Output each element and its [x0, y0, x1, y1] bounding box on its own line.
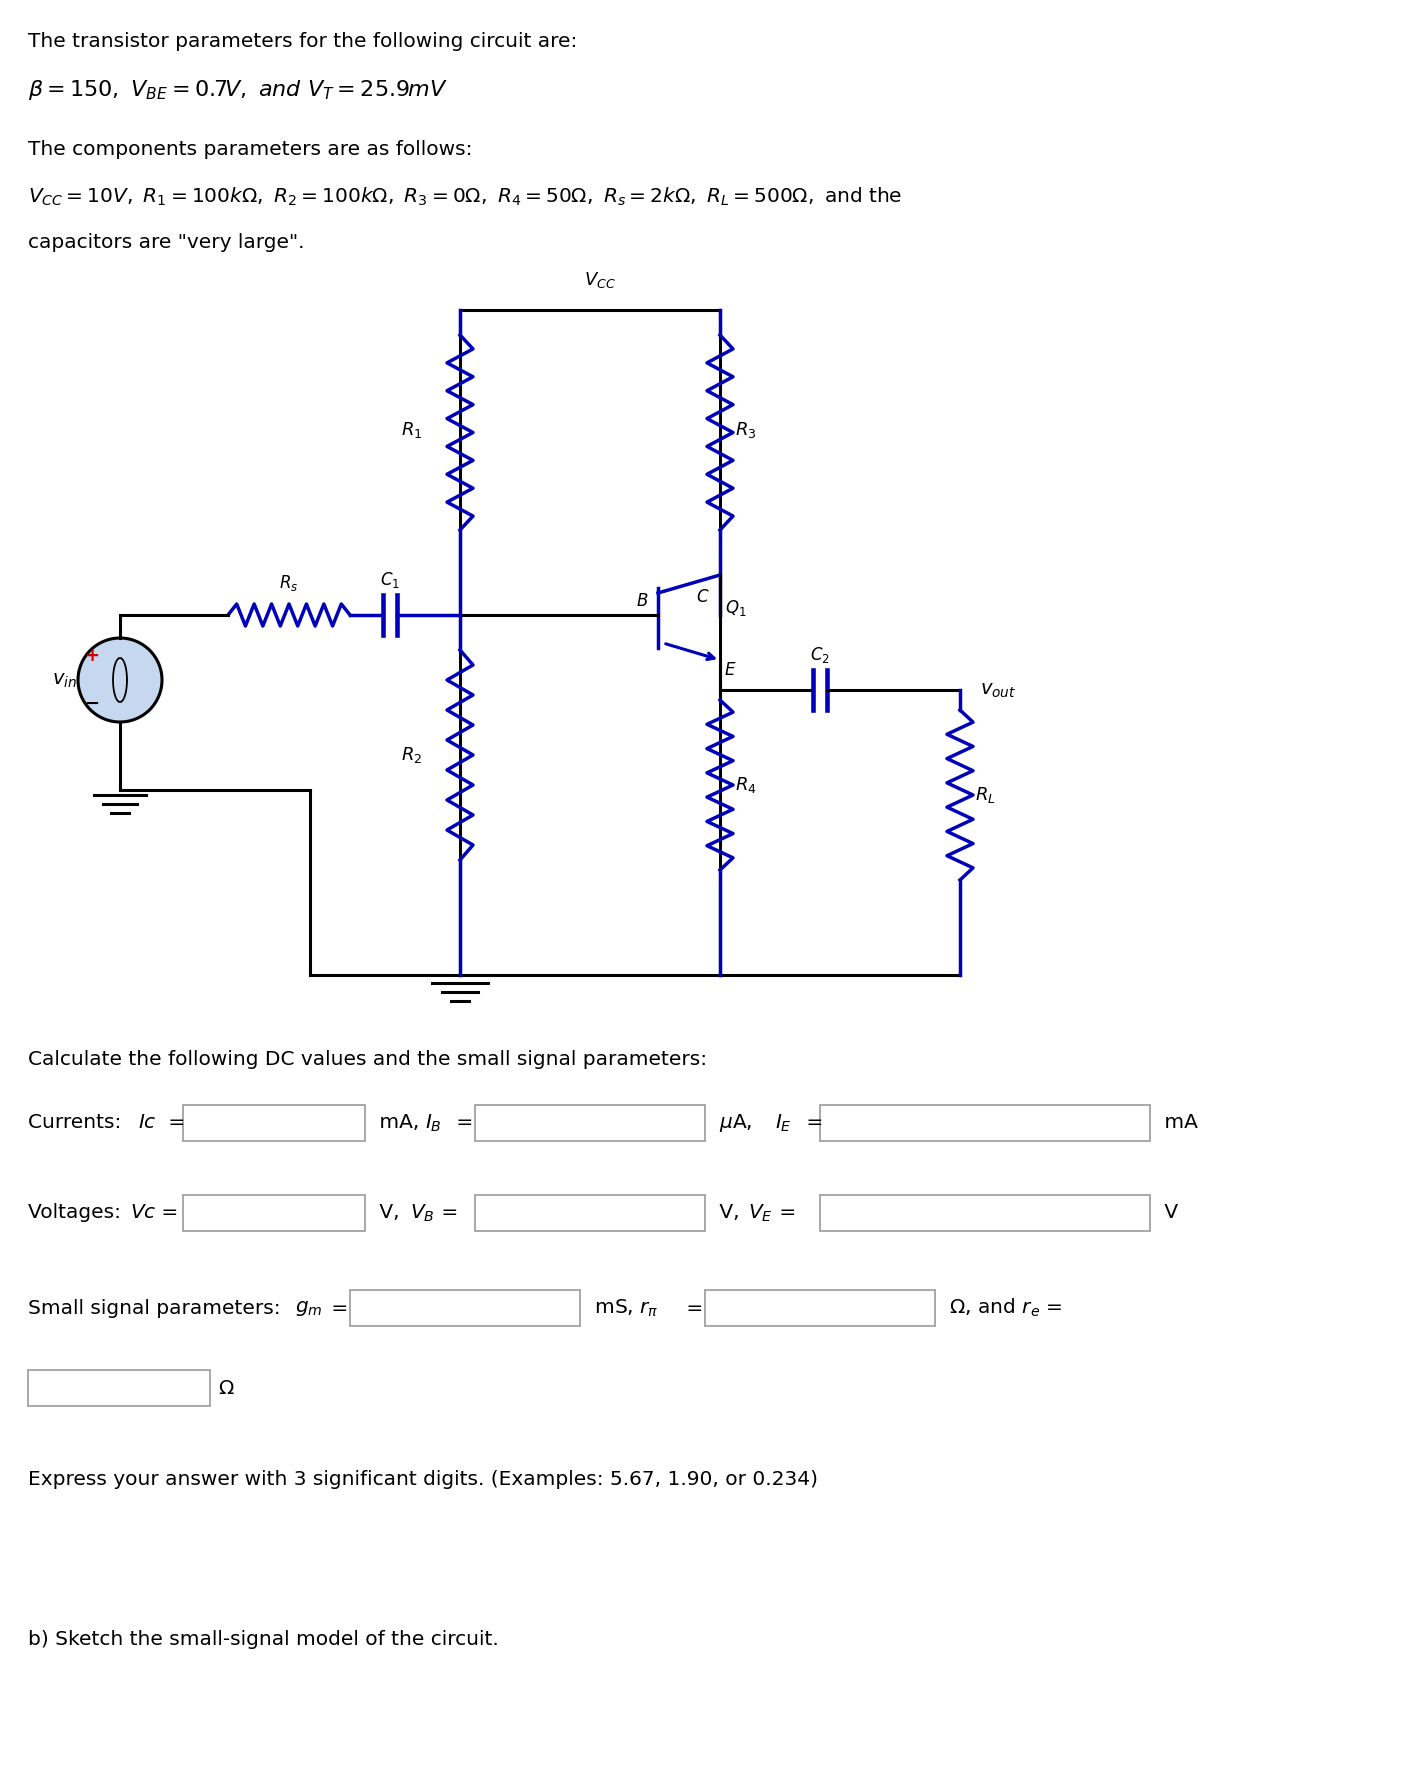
- Text: $R_L$: $R_L$: [976, 786, 995, 805]
- Text: $Vc$: $Vc$: [131, 1204, 156, 1223]
- FancyBboxPatch shape: [183, 1104, 365, 1141]
- Text: =: =: [450, 1113, 473, 1133]
- Text: $I_B$: $I_B$: [425, 1113, 442, 1134]
- Text: $R_1$: $R_1$: [400, 420, 422, 439]
- Text: mA: mA: [1157, 1113, 1198, 1133]
- FancyBboxPatch shape: [819, 1195, 1150, 1230]
- FancyBboxPatch shape: [819, 1104, 1150, 1141]
- Text: $V_B$: $V_B$: [410, 1202, 435, 1223]
- FancyBboxPatch shape: [476, 1195, 704, 1230]
- Text: $\Omega$, and $r_e$ =: $\Omega$, and $r_e$ =: [943, 1296, 1062, 1319]
- Text: $R_2$: $R_2$: [400, 745, 422, 765]
- Text: $V_{CC}$$= 10V,\ $$R_1 = 100k\Omega,\ $$R_2 = 100k\Omega,\ $$R_3 = 0\Omega,\ $$R: $V_{CC}$$= 10V,\ $$R_1 = 100k\Omega,\ $$…: [28, 187, 902, 208]
- Text: +: +: [85, 647, 99, 665]
- Text: =: =: [680, 1298, 703, 1317]
- Text: $V_E$: $V_E$: [748, 1202, 772, 1223]
- Text: V,: V,: [713, 1204, 746, 1223]
- Text: $Ic$: $Ic$: [138, 1113, 156, 1133]
- Text: =: =: [435, 1204, 459, 1223]
- Text: $v_{out}$: $v_{out}$: [980, 681, 1017, 699]
- FancyBboxPatch shape: [28, 1371, 210, 1406]
- Text: mS, $r_\pi$: mS, $r_\pi$: [588, 1298, 659, 1319]
- Text: −: −: [84, 695, 99, 713]
- FancyBboxPatch shape: [704, 1291, 934, 1326]
- Text: capacitors are "very large".: capacitors are "very large".: [28, 233, 304, 252]
- Text: C: C: [696, 589, 709, 606]
- Circle shape: [78, 638, 162, 722]
- Text: $g_m$: $g_m$: [295, 1298, 322, 1317]
- Text: Express your answer with 3 significant digits. (Examples: 5.67, 1.90, or 0.234): Express your answer with 3 significant d…: [28, 1470, 818, 1488]
- Text: $R_3$: $R_3$: [736, 420, 757, 439]
- Text: $Q_1$: $Q_1$: [726, 597, 747, 619]
- Text: $R_s$: $R_s$: [280, 573, 298, 594]
- Text: $V_{CC}$: $V_{CC}$: [584, 270, 616, 290]
- FancyBboxPatch shape: [183, 1195, 365, 1230]
- Text: Currents:: Currents:: [28, 1113, 128, 1133]
- Text: =: =: [772, 1204, 797, 1223]
- Text: The components parameters are as follows:: The components parameters are as follows…: [28, 140, 473, 158]
- Text: Small signal parameters:: Small signal parameters:: [28, 1298, 287, 1317]
- Text: V,: V,: [373, 1204, 406, 1223]
- Text: =: =: [325, 1298, 348, 1317]
- Text: =: =: [162, 1113, 185, 1133]
- Text: $C_1$: $C_1$: [381, 571, 400, 590]
- Text: Voltages:: Voltages:: [28, 1204, 128, 1223]
- Text: The transistor parameters for the following circuit are:: The transistor parameters for the follow…: [28, 32, 578, 52]
- Text: $\Omega$: $\Omega$: [219, 1378, 234, 1398]
- Text: mA,: mA,: [373, 1113, 426, 1133]
- FancyBboxPatch shape: [476, 1104, 704, 1141]
- Text: $R_4$: $R_4$: [736, 775, 757, 795]
- Text: $\mu$A,: $\mu$A,: [713, 1111, 754, 1134]
- Text: $v_{in}$: $v_{in}$: [53, 670, 78, 690]
- Text: =: =: [799, 1113, 824, 1133]
- Text: =: =: [155, 1204, 179, 1223]
- Text: $\beta = 150,\ V_{BE} = 0.7V,\ \mathit{and}\ V_T = 25.9mV$: $\beta = 150,\ V_{BE} = 0.7V,\ \mathit{a…: [28, 78, 447, 101]
- Text: b) Sketch the small-signal model of the circuit.: b) Sketch the small-signal model of the …: [28, 1630, 498, 1648]
- Text: V: V: [1157, 1204, 1179, 1223]
- Text: E: E: [726, 661, 736, 679]
- FancyBboxPatch shape: [349, 1291, 579, 1326]
- Text: Calculate the following DC values and the small signal parameters:: Calculate the following DC values and th…: [28, 1051, 707, 1069]
- Text: $I_E$: $I_E$: [775, 1113, 792, 1134]
- Text: B: B: [636, 592, 648, 610]
- Text: $C_2$: $C_2$: [809, 645, 829, 665]
